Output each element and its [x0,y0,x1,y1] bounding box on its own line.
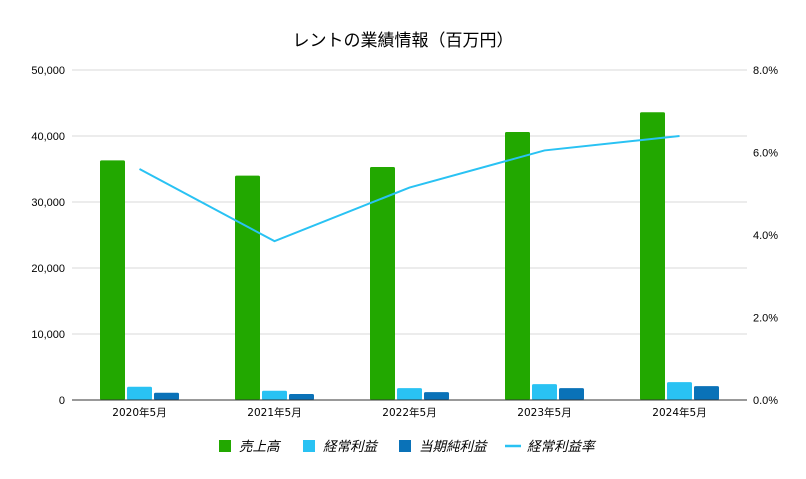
bar [262,390,287,400]
y-left-tick-label: 50,000 [31,65,65,77]
legend-label: 当期純利益 [419,439,488,455]
legend: 売上高 経常利益 当期純利益 経常利益率 [219,439,597,455]
bar [559,388,584,400]
bar [640,112,665,401]
bar [505,132,530,401]
legend-label: 売上高 [239,439,282,455]
legend-swatch [219,440,231,452]
gridlines [72,69,747,335]
y-left-tick-label: 20,000 [31,263,65,275]
bar [289,394,314,400]
legend-label: 経常利益 [323,439,378,455]
bar [694,386,719,400]
bar [532,384,557,400]
line-series [139,135,680,243]
legend-swatch [399,440,411,452]
axes: 0 10,000 20,000 30,000 40,000 50,000 0.0% 2.0% 4… [31,65,778,419]
x-tick-label: 2022年5月 [382,406,436,419]
y-left-tick-label: 0 [59,395,65,407]
y-right-tick-label: 4.0% [753,230,778,242]
bar [397,388,422,400]
bar [235,175,260,400]
bar [100,160,125,400]
y-right-tick-label: 6.0% [753,148,778,160]
x-tick-label: 2020年5月 [112,406,166,419]
bar [424,392,449,400]
bar [667,382,692,400]
x-tick-label: 2023年5月 [517,406,571,419]
bar [154,392,179,400]
x-tick-label: 2024年5月 [652,406,706,419]
y-right-tick-label: 2.0% [753,313,778,325]
bar [370,167,395,400]
y-left-tick-label: 40,000 [31,131,65,143]
bar-series [100,112,719,401]
y-right-tick-label: 8.0% [753,65,778,77]
x-tick-label: 2021年5月 [247,406,301,419]
legend-swatch [303,440,315,452]
y-left-tick-label: 10,000 [31,329,65,341]
line-series-path [139,135,680,243]
bar [127,386,152,400]
chart-title: レントの業績情報（百万円） [293,31,514,51]
legend-label: 経常利益率 [527,439,597,455]
y-left-tick-label: 30,000 [31,197,65,209]
y-right-tick-label: 0.0% [753,395,778,407]
